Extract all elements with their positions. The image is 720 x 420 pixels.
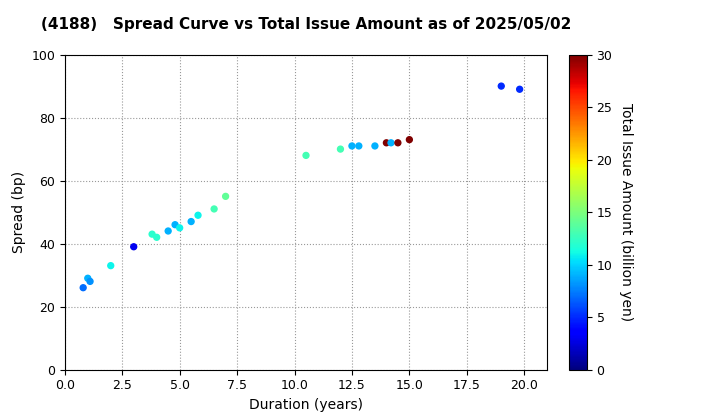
Point <box>163 228 174 234</box>
Y-axis label: Spread (bp): Spread (bp) <box>12 171 26 253</box>
Point <box>84 278 96 285</box>
Y-axis label: Total Issue Amount (billion yen): Total Issue Amount (billion yen) <box>619 103 633 321</box>
Point <box>514 86 526 93</box>
Point <box>392 139 404 146</box>
X-axis label: Duration (years): Duration (years) <box>249 398 363 412</box>
Point <box>220 193 231 199</box>
Point <box>346 142 358 149</box>
Point <box>169 221 181 228</box>
Point <box>78 284 89 291</box>
Point <box>335 146 346 152</box>
Point <box>185 218 197 225</box>
Point <box>208 205 220 212</box>
Point <box>174 224 186 231</box>
Point <box>385 139 397 146</box>
Point <box>495 83 507 89</box>
Point <box>128 243 140 250</box>
Point <box>369 142 381 149</box>
Point <box>353 142 364 149</box>
Point <box>404 136 415 143</box>
Point <box>82 275 94 281</box>
Point <box>146 231 158 238</box>
Point <box>151 234 163 241</box>
Point <box>381 139 392 146</box>
Text: (4188)   Spread Curve vs Total Issue Amount as of 2025/05/02: (4188) Spread Curve vs Total Issue Amoun… <box>41 17 571 32</box>
Point <box>105 262 117 269</box>
Point <box>192 212 204 218</box>
Point <box>300 152 312 159</box>
